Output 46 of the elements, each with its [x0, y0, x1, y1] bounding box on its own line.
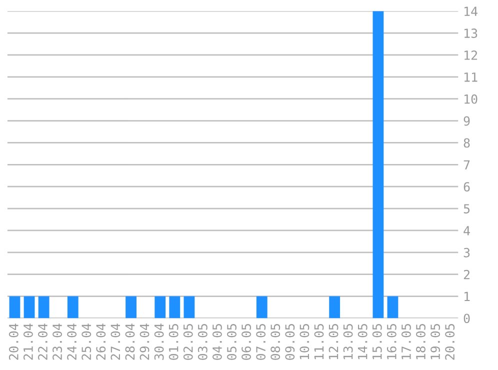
- y-tick-label: 12: [464, 50, 478, 60]
- y-tick-label: 7: [464, 160, 470, 170]
- y-tick-label: 10: [464, 94, 478, 104]
- x-tick-label: 02.05: [183, 324, 193, 360]
- x-tick-label: 25.04: [82, 324, 92, 360]
- x-tick-label: 11.05: [314, 324, 324, 360]
- x-tick-label: 09.05: [285, 324, 295, 360]
- x-tick-label: 19.05: [430, 324, 440, 360]
- x-tick-label: 01.05: [168, 324, 178, 360]
- x-tick-label: 26.04: [96, 324, 106, 360]
- y-tick-label: 6: [464, 182, 470, 192]
- x-tick-label: 08.05: [270, 324, 280, 360]
- y-tick-label: 5: [464, 204, 470, 214]
- y-tick-label: 4: [464, 226, 470, 236]
- y-tick-label: 1: [464, 292, 470, 302]
- x-tick-label: 15.05: [372, 324, 382, 360]
- x-tick-label: 30.04: [154, 324, 164, 360]
- y-tick-label: 14: [464, 6, 478, 16]
- y-tick-label: 2: [464, 270, 470, 280]
- x-tick-label: 21.04: [23, 324, 33, 360]
- y-tick-label: 11: [464, 72, 478, 82]
- x-tick-label: 23.04: [52, 324, 62, 360]
- x-tick-label: 20.04: [8, 324, 18, 360]
- y-tick-label: 9: [464, 116, 470, 126]
- x-tick-label: 04.05: [212, 324, 222, 360]
- x-tick-label: 24.04: [67, 324, 77, 360]
- x-tick-label: 12.05: [328, 324, 338, 360]
- x-tick-label: 07.05: [256, 324, 266, 360]
- x-tick-label: 16.05: [386, 324, 396, 360]
- x-tick-label: 06.05: [242, 324, 252, 360]
- x-tick-label: 29.04: [140, 324, 150, 360]
- y-tick-label: 0: [464, 314, 470, 324]
- x-tick-label: 13.05: [343, 324, 353, 360]
- x-tick-label: 03.05: [198, 324, 208, 360]
- x-tick-label: 14.05: [358, 324, 368, 360]
- x-tick-label: 05.05: [227, 324, 236, 360]
- y-tick-label: 3: [464, 248, 470, 258]
- x-tick-label: 27.04: [110, 324, 120, 360]
- x-tick-label: 20.05: [445, 324, 455, 360]
- x-tick-label: 28.04: [125, 324, 135, 360]
- y-tick-label: 13: [464, 28, 478, 38]
- x-tick-label: 18.05: [416, 324, 426, 360]
- x-tick-label: 10.05: [300, 324, 310, 360]
- y-tick-label: 8: [464, 138, 470, 148]
- x-tick-label: 22.04: [38, 324, 48, 360]
- x-tick-label: 17.05: [401, 324, 411, 360]
